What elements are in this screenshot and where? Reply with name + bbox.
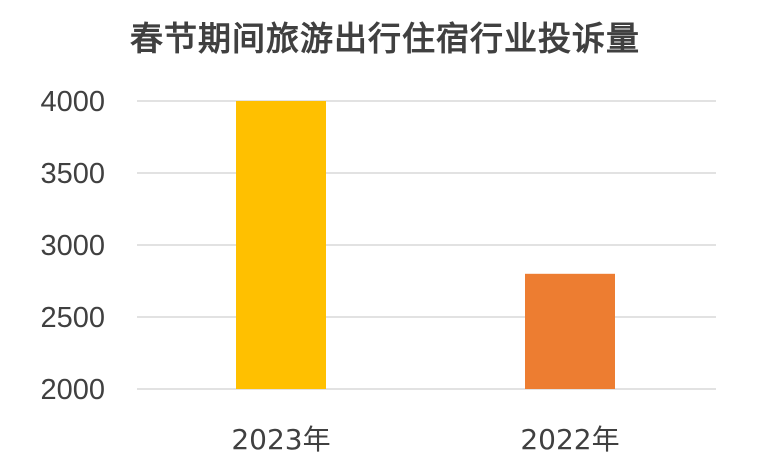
y-tick-label: 2500 — [40, 302, 105, 334]
y-tick-label: 3000 — [40, 230, 105, 262]
x-category-label: 2022年 — [520, 423, 619, 456]
chart-title: 春节期间旅游出行住宿行业投诉量 — [130, 19, 640, 58]
bar-2022 — [525, 273, 615, 389]
y-tick-label: 4000 — [40, 86, 105, 118]
x-category-label: 2023年 — [231, 423, 330, 456]
y-tick-label: 3500 — [40, 158, 105, 190]
bar-2023 — [236, 101, 326, 389]
y-tick-label: 2000 — [40, 374, 105, 406]
